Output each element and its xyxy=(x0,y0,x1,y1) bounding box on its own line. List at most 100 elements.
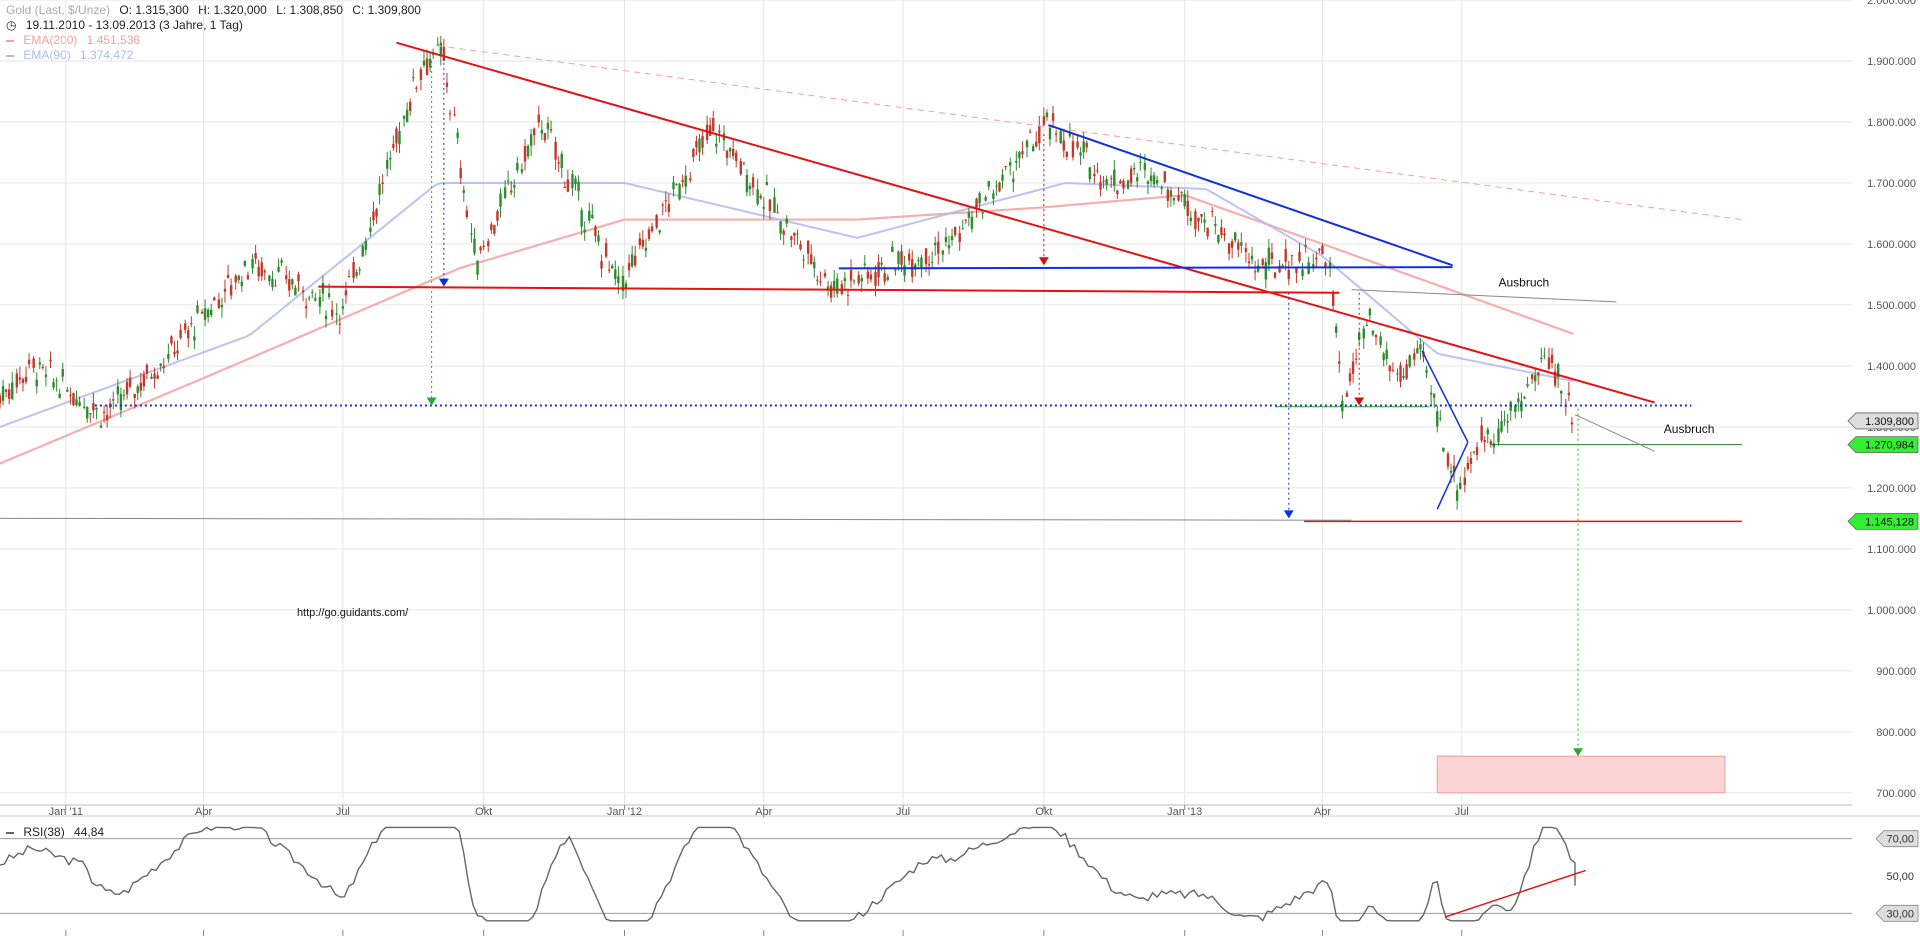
x-tick-label: Jul xyxy=(1455,806,1469,818)
candle-body xyxy=(1455,490,1459,501)
candle-body xyxy=(1425,370,1428,373)
candle-body xyxy=(543,133,547,141)
candle-body xyxy=(621,275,625,292)
red-projection-arrow-head xyxy=(1038,257,1049,266)
candle-body xyxy=(961,228,964,230)
candle-body xyxy=(874,271,877,286)
candle-body xyxy=(813,261,816,269)
candle-body xyxy=(523,146,527,162)
candle-body xyxy=(681,180,684,182)
candle-body xyxy=(900,251,903,265)
ema200-line xyxy=(0,194,1574,465)
candle-body xyxy=(1227,243,1231,254)
candle-body xyxy=(995,185,998,187)
candle-body xyxy=(234,275,237,283)
candle-body xyxy=(627,262,631,271)
candle-body xyxy=(1543,355,1546,357)
candle-body xyxy=(992,193,995,199)
candle-body xyxy=(35,379,38,387)
candle-body xyxy=(762,207,765,209)
candle-body xyxy=(1264,262,1268,280)
candle-body xyxy=(285,275,288,280)
candle-body xyxy=(167,354,170,359)
rsi-legend[interactable]: RSI(38) 44,84 xyxy=(6,825,110,839)
candle-body xyxy=(806,240,810,254)
candle-body xyxy=(294,287,297,296)
candle-body xyxy=(583,229,586,233)
low-value: L: 1.308,850 xyxy=(276,3,343,17)
header-line: Gold (Last, $/Unze) O: 1.315,300 H: 1.32… xyxy=(6,3,427,17)
candle-body xyxy=(1059,130,1062,144)
candle-body xyxy=(1035,141,1038,147)
candle-body xyxy=(557,162,560,164)
ema90-legend[interactable]: EMA(90) 1.374,472 xyxy=(6,48,139,62)
candle-body xyxy=(1099,181,1102,190)
y-tick-label: 1.700.000 xyxy=(1867,178,1916,190)
candle-body xyxy=(307,297,311,299)
candle-body xyxy=(482,245,485,248)
candle-body xyxy=(1244,248,1248,252)
candle-body xyxy=(156,375,159,379)
candle-body xyxy=(1160,187,1163,189)
candle-body xyxy=(604,243,608,257)
candle-body xyxy=(24,376,28,382)
candle-body xyxy=(251,259,254,269)
candle-body xyxy=(1537,372,1540,376)
price-tag xyxy=(1847,512,1919,530)
price-tag xyxy=(1847,436,1919,453)
candle-body xyxy=(634,255,637,266)
blue-projection-arrow-2-head xyxy=(1283,510,1294,519)
candle-body xyxy=(597,235,600,242)
candle-body xyxy=(546,122,550,130)
candle-body xyxy=(944,237,948,242)
x-tick-label: Jul xyxy=(336,806,350,818)
candle-body xyxy=(1203,219,1206,223)
candle-body xyxy=(975,198,978,208)
candle-body xyxy=(577,181,580,192)
annotation-label: Ausbruch xyxy=(1664,422,1715,436)
candle-body xyxy=(745,174,749,193)
candle-body xyxy=(560,153,563,168)
candle-body xyxy=(1560,391,1563,394)
candle-body xyxy=(563,186,566,189)
candle-body xyxy=(150,376,153,379)
close-value: C: 1.309,800 xyxy=(352,3,421,17)
candle-body xyxy=(1523,396,1526,399)
candle-body xyxy=(58,393,61,398)
candle-body xyxy=(1088,167,1091,180)
candle-body xyxy=(402,116,406,119)
candle-body xyxy=(89,413,92,415)
candle-body xyxy=(274,285,277,287)
candle-body xyxy=(1301,269,1304,277)
candle-body xyxy=(1062,140,1065,151)
x-tick-label: Jan '11 xyxy=(49,806,83,818)
candle-body xyxy=(846,294,850,296)
candle-body xyxy=(86,407,89,419)
clock-icon: ◷ xyxy=(6,18,17,32)
candle-body xyxy=(701,136,704,148)
candle-body xyxy=(372,211,375,221)
y-tick-label: 1.100.000 xyxy=(1867,544,1916,556)
ema200-legend[interactable]: EMA(200) 1.451,536 xyxy=(6,33,146,47)
ema200-value: 1.451,536 xyxy=(86,33,141,47)
candle-body xyxy=(1085,142,1088,148)
candle-body xyxy=(66,389,69,392)
candle-body xyxy=(291,279,294,285)
candle-body xyxy=(1045,112,1049,118)
candle-body xyxy=(311,291,314,293)
open-value: O: 1.315,300 xyxy=(119,3,189,17)
candle-body xyxy=(655,215,658,228)
candle-body xyxy=(1270,252,1274,259)
candle-body xyxy=(203,308,207,320)
candle-body xyxy=(470,233,473,235)
candle-body xyxy=(903,265,906,276)
candle-body xyxy=(1466,462,1470,469)
candle-body xyxy=(1240,242,1243,246)
candle-body xyxy=(237,275,240,281)
candle-body xyxy=(934,242,937,246)
candle-body xyxy=(920,257,923,269)
candle-body xyxy=(1368,308,1372,316)
candle-body xyxy=(785,218,788,224)
candle-body xyxy=(1122,180,1125,189)
